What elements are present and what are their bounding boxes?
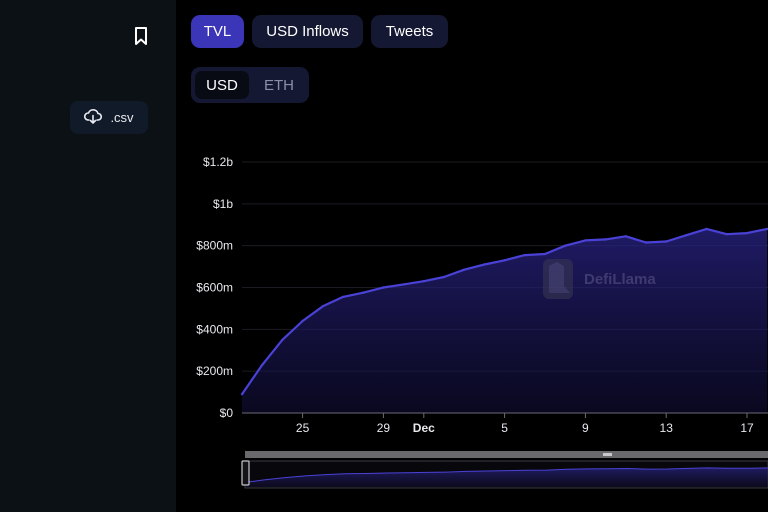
- tab-tvl[interactable]: TVL: [191, 15, 244, 48]
- data-point: [321, 305, 324, 308]
- brush-track[interactable]: [245, 451, 768, 458]
- y-tick-label: $800m: [196, 239, 233, 253]
- defillama-watermark: DefiLlama: [543, 259, 656, 299]
- y-tick-label: $200m: [196, 364, 233, 378]
- x-axis: 25 29 Dec 5 9 13 17: [296, 413, 754, 435]
- tvl-area: [242, 228, 768, 413]
- range-brush[interactable]: [241, 451, 768, 489]
- x-tick-label: 9: [582, 421, 589, 435]
- data-point: [564, 244, 567, 247]
- data-point: [685, 234, 688, 237]
- x-tick-label: 29: [377, 421, 391, 435]
- data-point: [725, 233, 728, 236]
- data-point: [624, 235, 627, 238]
- data-point: [503, 259, 506, 262]
- data-point: [382, 286, 385, 289]
- data-point: [604, 238, 607, 241]
- data-point: [745, 231, 749, 235]
- y-tick-label: $0: [220, 406, 234, 420]
- cloud-download-icon: [84, 108, 103, 127]
- currency-option-eth[interactable]: ETH: [264, 76, 294, 94]
- x-tick-label: 13: [660, 421, 674, 435]
- data-point: [523, 253, 526, 257]
- data-point: [543, 252, 547, 256]
- y-tick-label: $400m: [196, 322, 233, 336]
- bookmark-icon[interactable]: [132, 26, 150, 46]
- y-axis: $0 $200m $400m $600m $800m $1b $1.2b: [196, 155, 233, 420]
- data-point: [705, 227, 708, 231]
- data-point: [463, 268, 466, 271]
- data-point: [301, 319, 304, 323]
- brush-left-handle[interactable]: [241, 460, 250, 486]
- data-point: [584, 239, 587, 242]
- brush-mini-area: [245, 467, 768, 487]
- x-tick-label: 17: [740, 421, 754, 435]
- x-tick-label: 25: [296, 421, 310, 435]
- brush-grip-icon[interactable]: [603, 453, 612, 456]
- data-point: [341, 295, 345, 299]
- data-point: [402, 283, 405, 286]
- data-point: [442, 275, 446, 279]
- y-tick-label: $600m: [196, 281, 233, 295]
- data-point: [483, 263, 486, 266]
- data-point: [261, 363, 264, 367]
- data-points: [240, 227, 768, 396]
- data-point: [665, 240, 668, 243]
- data-point: [422, 280, 425, 283]
- currency-option-usd[interactable]: USD: [195, 71, 249, 99]
- data-point: [240, 393, 244, 396]
- sidebar: .csv: [0, 0, 176, 512]
- x-tick-label: Dec: [413, 421, 435, 435]
- brush-mini-line: [244, 467, 768, 483]
- data-point: [281, 338, 284, 341]
- watermark-text: DefiLlama: [584, 271, 656, 288]
- data-point: [362, 291, 365, 294]
- y-tick-label: $1b: [213, 197, 233, 211]
- tab-usd-inflows[interactable]: USD Inflows: [252, 15, 363, 48]
- defillama-logo-icon: [543, 259, 573, 299]
- currency-toggle: USD ETH: [191, 67, 309, 103]
- csv-label: .csv: [110, 110, 134, 125]
- x-tick-label: 5: [501, 421, 508, 435]
- data-point: [644, 241, 648, 244]
- tab-tweets[interactable]: Tweets: [371, 15, 448, 48]
- download-csv-button[interactable]: .csv: [70, 101, 148, 134]
- y-tick-label: $1.2b: [203, 155, 233, 169]
